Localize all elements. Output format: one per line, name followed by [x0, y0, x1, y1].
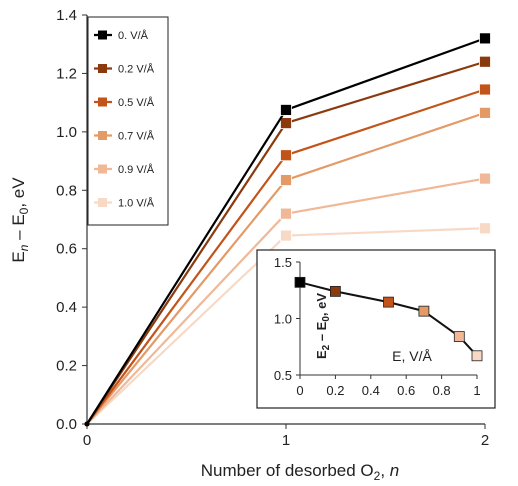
- legend-marker: [98, 131, 107, 140]
- legend-label: 0. V/Å: [118, 29, 149, 42]
- y-tick-label: 0.4: [56, 299, 77, 316]
- inset-x-tick-label: 0.4: [362, 383, 380, 398]
- inset-y-tick-label: 1.5: [274, 255, 292, 270]
- inset-x-tick-label: 0.6: [397, 383, 415, 398]
- x-tick-label: 0: [83, 432, 91, 449]
- data-point: [84, 421, 90, 427]
- y-tick-label: 1.4: [56, 7, 77, 24]
- inset-data-point: [418, 305, 430, 317]
- legend-marker: [98, 30, 107, 40]
- inset-y-tick-label: 0.5: [274, 368, 292, 383]
- legend-box: [87, 16, 169, 226]
- legend-label: 0.7 V/Å: [118, 130, 155, 143]
- x-tick-label: 2: [481, 432, 489, 449]
- legend-label: 0.2 V/Å: [118, 63, 155, 76]
- inset-data-point: [471, 350, 483, 362]
- inset-data-point: [329, 285, 341, 297]
- data-point: [280, 104, 292, 116]
- legend-label: 1.0 V/Å: [118, 197, 155, 210]
- data-point: [280, 149, 292, 162]
- inset-data-point: [383, 296, 394, 308]
- y-tick-label: 1.2: [56, 65, 77, 82]
- y-axis-title: En – E0, eV: [9, 177, 31, 263]
- data-point: [479, 83, 491, 96]
- y-tick-label: 0.6: [56, 241, 77, 258]
- data-point: [280, 117, 292, 129]
- main-series-layer: [84, 32, 491, 427]
- x-axis-title: Number of desorbed O2, n: [201, 461, 400, 483]
- inset-y-axis-title: E2 – E0, eV: [314, 293, 332, 359]
- legend-marker: [98, 164, 107, 174]
- legend-marker: [98, 198, 107, 207]
- main-plot: 0.0 0.2 0.4 0.6 0.8 1.0 1.2 1.4 0 1 2: [56, 7, 489, 449]
- inset-plot: 0.5 1.0 1.5 0 0.2 0.4 0.6 0.8 1: [256, 249, 496, 409]
- data-point: [280, 174, 292, 186]
- legend-marker: [98, 97, 107, 107]
- data-point: [479, 172, 491, 185]
- y-tick-label: 0.2: [56, 358, 77, 375]
- legend-label: 0.9 V/Å: [118, 163, 155, 176]
- inset-x-axis-title: E, V/Å: [392, 348, 432, 364]
- inset-x-tick-label: 1: [473, 383, 480, 398]
- legend: 0. V/Å 0.2 V/Å 0.5 V/Å 0.7 V/Å 0.9 V/Å 1.0 V/…: [87, 16, 169, 226]
- data-point: [479, 106, 491, 119]
- y-tick-label: 0.0: [56, 416, 77, 433]
- inset-data-point: [294, 276, 306, 288]
- inset-x-tick-label: 0.2: [326, 383, 344, 398]
- data-point: [280, 229, 292, 242]
- y-tick-label: 0.8: [56, 182, 77, 199]
- data-point: [479, 222, 491, 235]
- legend-marker: [98, 64, 107, 73]
- inset-x-tick-label: 0: [296, 383, 303, 398]
- data-point: [479, 55, 491, 68]
- data-point: [479, 32, 491, 45]
- data-point: [280, 207, 292, 220]
- inset-x-tick-label: 0.8: [433, 383, 451, 398]
- y-tick-label: 1.0: [56, 124, 77, 141]
- inset-data-point: [453, 331, 465, 342]
- inset-frame: [256, 249, 496, 409]
- inset-y-tick-label: 1.0: [274, 312, 292, 327]
- legend-label: 0.5 V/Å: [118, 96, 155, 109]
- x-tick-label: 1: [282, 432, 290, 449]
